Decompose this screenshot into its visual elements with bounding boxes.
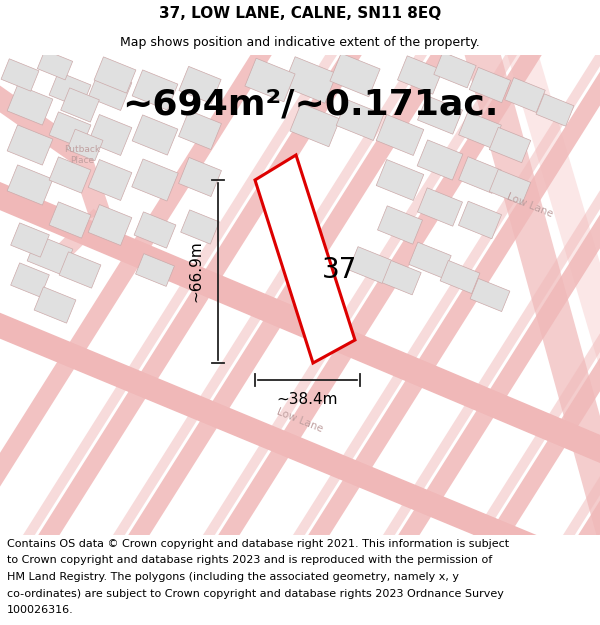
Polygon shape — [179, 66, 221, 104]
Polygon shape — [290, 103, 340, 147]
Polygon shape — [96, 22, 444, 568]
Polygon shape — [546, 22, 600, 568]
Polygon shape — [276, 22, 600, 568]
Text: HM Land Registry. The polygons (including the associated geometry, namely x, y: HM Land Registry. The polygons (includin… — [7, 572, 459, 582]
Polygon shape — [456, 22, 600, 568]
Polygon shape — [37, 50, 73, 80]
Polygon shape — [330, 53, 380, 97]
Polygon shape — [418, 188, 463, 226]
Text: Low Lane: Low Lane — [505, 191, 554, 219]
Text: 37, LOW LANE, CALNE, SN11 8EQ: 37, LOW LANE, CALNE, SN11 8EQ — [159, 6, 441, 21]
Polygon shape — [245, 58, 295, 102]
Polygon shape — [434, 52, 476, 88]
Polygon shape — [505, 78, 545, 112]
Polygon shape — [472, 20, 600, 570]
Polygon shape — [6, 22, 354, 568]
Polygon shape — [27, 235, 73, 275]
Polygon shape — [94, 57, 136, 93]
Polygon shape — [336, 99, 384, 141]
Polygon shape — [382, 20, 600, 570]
Polygon shape — [61, 88, 100, 122]
Polygon shape — [7, 165, 53, 205]
Polygon shape — [470, 278, 510, 312]
Polygon shape — [7, 125, 53, 165]
Polygon shape — [70, 151, 110, 219]
Polygon shape — [283, 57, 337, 103]
Polygon shape — [88, 114, 132, 156]
Polygon shape — [489, 169, 531, 204]
Polygon shape — [440, 261, 480, 294]
Polygon shape — [366, 22, 600, 568]
Text: Contains OS data © Crown copyright and database right 2021. This information is : Contains OS data © Crown copyright and d… — [7, 539, 509, 549]
Polygon shape — [59, 252, 101, 288]
Polygon shape — [67, 129, 103, 161]
Text: Map shows position and indicative extent of the property.: Map shows position and indicative extent… — [120, 36, 480, 49]
Polygon shape — [132, 70, 178, 110]
Text: Putback
Place: Putback Place — [64, 145, 100, 165]
Polygon shape — [377, 206, 422, 244]
Polygon shape — [349, 247, 391, 283]
Polygon shape — [292, 20, 600, 570]
Polygon shape — [489, 127, 531, 162]
Polygon shape — [255, 155, 355, 363]
Polygon shape — [132, 159, 178, 201]
Polygon shape — [0, 294, 600, 606]
Polygon shape — [136, 254, 175, 286]
Text: co-ordinates) are subject to Crown copyright and database rights 2023 Ordnance S: co-ordinates) are subject to Crown copyr… — [7, 589, 504, 599]
Polygon shape — [49, 72, 91, 108]
Text: to Crown copyright and database rights 2023 and is reproduced with the permissio: to Crown copyright and database rights 2… — [7, 555, 493, 565]
Polygon shape — [458, 157, 502, 193]
Text: Low Lane: Low Lane — [275, 406, 325, 434]
Polygon shape — [376, 114, 424, 156]
Polygon shape — [53, 209, 106, 261]
Polygon shape — [181, 210, 220, 244]
Polygon shape — [506, 41, 600, 489]
Polygon shape — [202, 20, 557, 570]
Polygon shape — [463, 41, 600, 559]
Text: 100026316.: 100026316. — [7, 605, 74, 615]
Polygon shape — [409, 242, 451, 278]
Polygon shape — [379, 259, 421, 295]
Polygon shape — [22, 20, 377, 570]
Polygon shape — [186, 22, 534, 568]
Polygon shape — [7, 85, 53, 125]
Polygon shape — [49, 157, 91, 193]
Polygon shape — [49, 112, 91, 148]
Polygon shape — [469, 68, 511, 102]
Polygon shape — [34, 287, 76, 323]
Polygon shape — [88, 159, 132, 201]
Polygon shape — [11, 223, 49, 257]
Polygon shape — [0, 76, 86, 164]
Polygon shape — [134, 212, 176, 248]
Polygon shape — [458, 201, 502, 239]
Polygon shape — [417, 140, 463, 180]
Polygon shape — [112, 20, 467, 570]
Polygon shape — [376, 159, 424, 201]
Polygon shape — [418, 96, 463, 134]
Polygon shape — [398, 56, 442, 94]
Polygon shape — [179, 158, 221, 196]
Polygon shape — [0, 163, 600, 482]
Polygon shape — [11, 263, 49, 297]
Polygon shape — [88, 204, 132, 246]
Polygon shape — [536, 94, 574, 126]
Polygon shape — [0, 20, 287, 570]
Polygon shape — [132, 115, 178, 155]
Text: ~694m²/~0.171ac.: ~694m²/~0.171ac. — [122, 88, 498, 122]
Polygon shape — [458, 112, 502, 148]
Polygon shape — [562, 20, 600, 570]
Polygon shape — [88, 69, 132, 111]
Polygon shape — [179, 111, 221, 149]
Polygon shape — [1, 59, 39, 91]
Text: ~38.4m: ~38.4m — [277, 392, 338, 408]
Polygon shape — [49, 202, 91, 238]
Text: 37: 37 — [322, 256, 358, 284]
Text: ~66.9m: ~66.9m — [188, 241, 203, 302]
